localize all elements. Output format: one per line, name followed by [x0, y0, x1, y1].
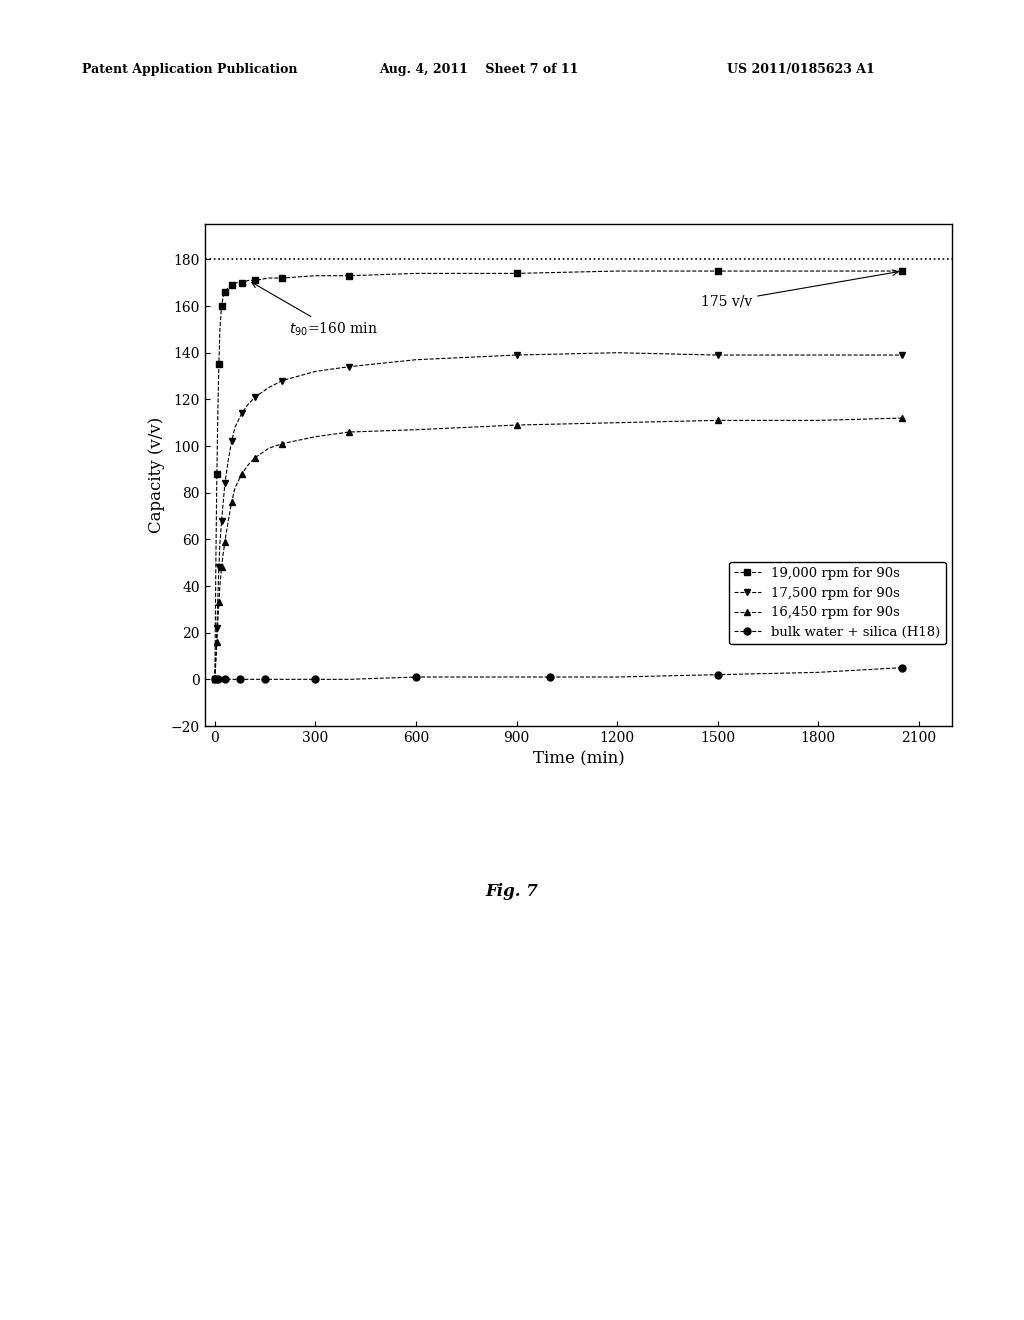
X-axis label: Time (min): Time (min) — [532, 750, 625, 767]
Text: Aug. 4, 2011    Sheet 7 of 11: Aug. 4, 2011 Sheet 7 of 11 — [379, 63, 579, 77]
Text: Patent Application Publication: Patent Application Publication — [82, 63, 297, 77]
Text: Fig. 7: Fig. 7 — [485, 883, 539, 899]
Text: $t_{90}$=160 min: $t_{90}$=160 min — [252, 282, 378, 338]
Text: US 2011/0185623 A1: US 2011/0185623 A1 — [727, 63, 874, 77]
Legend: 19,000 rpm for 90s, 17,500 rpm for 90s, 16,450 rpm for 90s, bulk water + silica : 19,000 rpm for 90s, 17,500 rpm for 90s, … — [729, 562, 946, 644]
Y-axis label: Capacity (v/v): Capacity (v/v) — [148, 417, 165, 533]
Text: 175 v/v: 175 v/v — [700, 271, 898, 309]
